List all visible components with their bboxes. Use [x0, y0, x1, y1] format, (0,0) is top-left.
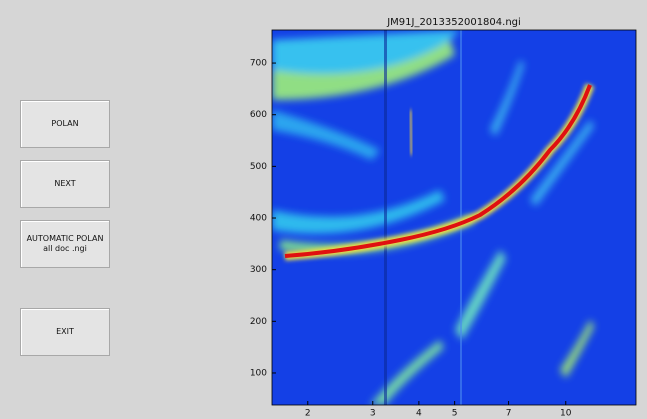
button-label: POLAN — [51, 119, 79, 128]
y-tick-label: 500 — [250, 162, 267, 172]
plot-title: JM91J_2013352001804.ngi — [386, 17, 521, 28]
button-label: EXIT — [56, 327, 74, 336]
y-tick-label: 300 — [250, 265, 267, 275]
y-tick-label: 400 — [250, 214, 267, 224]
button-label: NEXT — [54, 179, 76, 188]
y-tick-label: 600 — [250, 110, 267, 120]
button[interactable]: EXIT — [20, 308, 110, 356]
plot-frame — [271, 29, 637, 406]
x-tick-label: 2 — [305, 409, 311, 419]
button-label: all doc .ngi — [43, 244, 87, 253]
x-tick-label: 5 — [452, 409, 458, 419]
x-tick-label: 10 — [560, 409, 572, 419]
x-tick-label: 4 — [416, 409, 422, 419]
y-tick-label: 700 — [250, 59, 267, 69]
button[interactable]: POLAN — [20, 100, 110, 148]
x-tick-label: 3 — [370, 409, 376, 419]
button-label: AUTOMATIC POLAN — [26, 234, 104, 243]
x-tick-label: 7 — [506, 409, 512, 419]
y-tick-label: 100 — [250, 368, 267, 378]
ionogram-image — [272, 30, 636, 405]
button[interactable]: AUTOMATIC POLAN all doc .ngi — [20, 220, 110, 268]
y-tick-label: 200 — [250, 317, 267, 327]
button[interactable]: NEXT — [20, 160, 110, 208]
